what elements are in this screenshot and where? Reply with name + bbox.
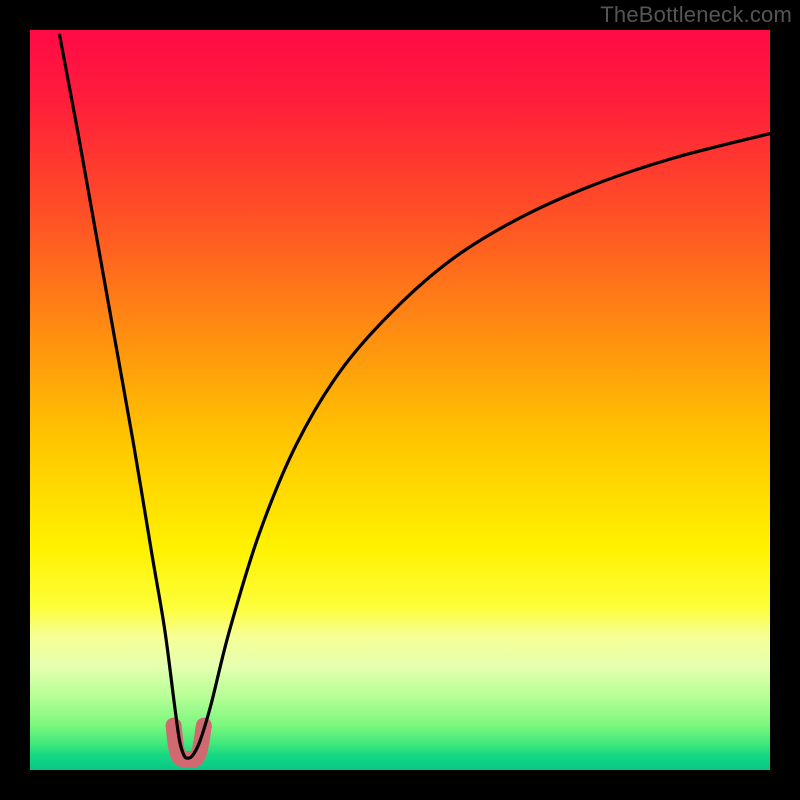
chart-frame: TheBottleneck.com — [0, 0, 800, 800]
heatmap-background — [30, 30, 770, 770]
watermark-text: TheBottleneck.com — [600, 2, 792, 28]
bottleneck-curve-chart — [0, 0, 800, 800]
